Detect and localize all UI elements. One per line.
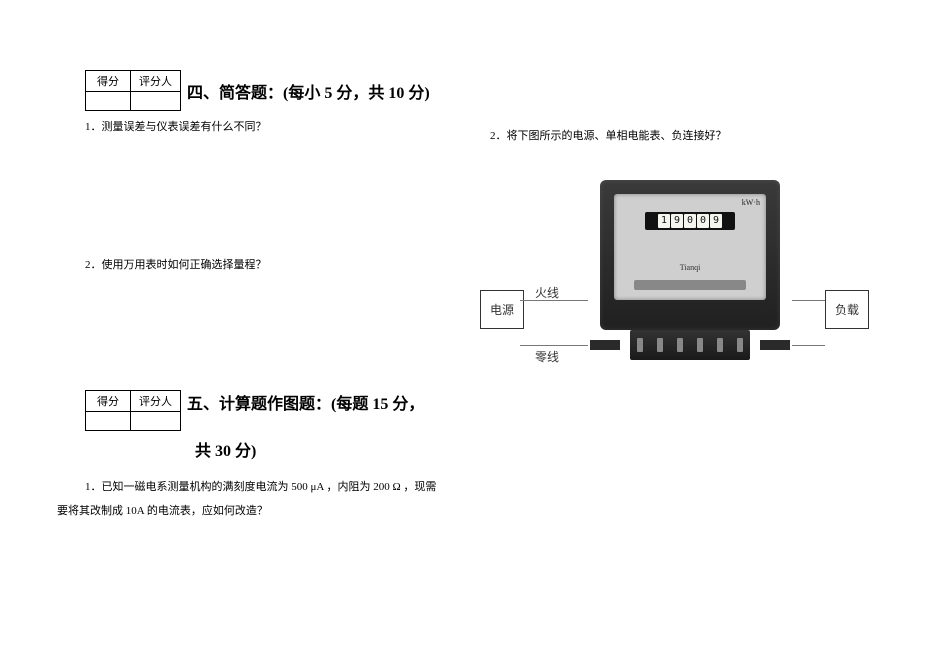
section4-header-row: 得分 评分人 四、简答题：(每小 5 分，共 10 分) (85, 70, 465, 111)
section5-q1-line1: 1．已知一磁电系测量机构的满刻度电流为 500 μA ，内阻为 200 Ω ，现… (85, 479, 485, 497)
meter-terminal-pins (630, 338, 750, 352)
meter-mount-right (760, 340, 790, 350)
section5-q2-block: 2．将下图所示的电源、单相电能表、负连接好？ (490, 120, 910, 154)
meter-face: kW·h 1 9 0 0 9 Tianqi (614, 194, 766, 300)
load-box: 负载 (825, 290, 869, 329)
section5-title-line1: 五、计算题作图题：(每题 15 分， (187, 390, 424, 414)
grader-cell-blank (131, 412, 181, 431)
meter-digit: 0 (697, 214, 709, 228)
meter-digits: 1 9 0 0 9 (658, 214, 722, 228)
wire-live-label: 火线 (535, 284, 559, 301)
meter-brand: Tianqi (680, 263, 701, 272)
meter-digit: 1 (658, 214, 670, 228)
wire-neutral (520, 345, 588, 346)
power-source-box: 电源 (480, 290, 524, 329)
meter-kwh-label: kW·h (742, 198, 760, 207)
wire-to-load-top (792, 300, 825, 301)
section4-score-table: 得分 评分人 (85, 70, 181, 111)
section5-block: 得分 评分人 五、计算题作图题：(每题 15 分， 共 30 分) 1．已知一磁… (85, 390, 485, 528)
meter-terminal-block (630, 330, 750, 360)
meter-strip (634, 280, 746, 290)
score-cell-label: 得分 (86, 391, 131, 412)
section5-header-row: 得分 评分人 五、计算题作图题：(每题 15 分， (85, 390, 485, 431)
meter-mount-left (590, 340, 620, 350)
score-cell-label: 得分 (86, 71, 131, 92)
score-cell-blank (86, 412, 131, 431)
section4-title: 四、简答题：(每小 5 分，共 10 分) (187, 79, 430, 103)
meter-digit: 9 (710, 214, 722, 228)
section5-title-line2: 共 30 分) (195, 437, 485, 461)
section5-q2: 2．将下图所示的电源、单相电能表、负连接好？ (490, 128, 910, 146)
meter-digit: 9 (671, 214, 683, 228)
wire-to-load-bot (792, 345, 825, 346)
meter-digit: 0 (684, 214, 696, 228)
section4-q1: 1．测量误差与仪表误差有什么不同？ (85, 119, 465, 137)
grader-cell-label: 评分人 (131, 71, 181, 92)
wire-neutral-label: 零线 (535, 348, 559, 365)
grader-cell-blank (131, 92, 181, 111)
meter-diagram: kW·h 1 9 0 0 9 Tianqi 电源 负载 火线 零线 (480, 180, 900, 380)
section4-q2: 2．使用万用表时如何正确选择量程？ (85, 257, 465, 275)
grader-cell-label: 评分人 (131, 391, 181, 412)
score-cell-blank (86, 92, 131, 111)
section4-block: 得分 评分人 四、简答题：(每小 5 分，共 10 分) 1．测量误差与仪表误差… (85, 70, 465, 282)
meter-body: kW·h 1 9 0 0 9 Tianqi (600, 180, 780, 330)
section5-score-table: 得分 评分人 (85, 390, 181, 431)
section5-q1-line2: 要将其改制成 10A 的电流表，应如何改造？ (57, 503, 485, 521)
